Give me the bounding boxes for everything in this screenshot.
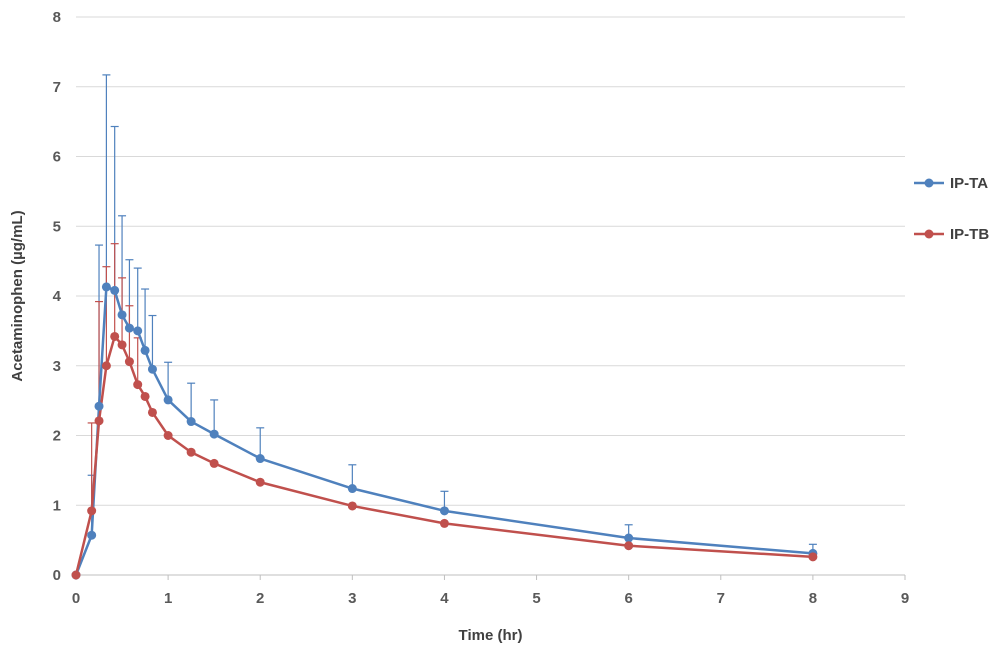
data-point (347, 501, 357, 511)
error-bars (87, 74, 817, 554)
data-point (186, 417, 196, 427)
data-point (140, 345, 150, 355)
data-point (186, 447, 196, 457)
data-point (147, 407, 157, 417)
y-tick-label: 1 (53, 497, 61, 514)
series-line-1 (74, 335, 813, 576)
data-point (110, 285, 120, 295)
gridlines (76, 16, 905, 506)
x-tick-label: 0 (72, 590, 80, 607)
y-tick-label: 2 (53, 428, 61, 445)
data-point (808, 552, 818, 562)
axes (75, 574, 906, 580)
series-line-0 (74, 285, 813, 576)
tick-labels: 0 1 2 3 4 5 6 7 8 0 1 2 3 4 5 6 7 8 9 (53, 9, 910, 607)
data-point (163, 395, 173, 405)
data-point (255, 477, 265, 487)
x-tick-label: 4 (440, 590, 449, 607)
data-point (124, 323, 134, 333)
series-lines (74, 285, 813, 576)
x-tick-label: 2 (256, 590, 264, 607)
series-points (71, 282, 818, 580)
data-point (110, 331, 120, 341)
data-point (624, 541, 634, 551)
legend-marker (924, 178, 934, 188)
legend-marker (924, 229, 934, 239)
x-tick-label: 1 (164, 590, 172, 607)
data-point (133, 380, 143, 390)
data-point (117, 340, 127, 350)
y-tick-label: 8 (53, 9, 61, 26)
data-point (71, 570, 81, 580)
data-point (439, 518, 449, 528)
data-point (209, 458, 219, 468)
x-tick-label: 5 (532, 590, 540, 607)
data-point (94, 401, 104, 411)
data-point (117, 310, 127, 320)
data-point (101, 282, 111, 292)
legend-label: IP-TB (950, 226, 989, 243)
data-point (94, 416, 104, 426)
x-tick-label: 9 (901, 590, 909, 607)
x-tick-label: 3 (348, 590, 356, 607)
y-tick-label: 5 (53, 218, 61, 235)
data-point (87, 530, 97, 540)
data-point (255, 454, 265, 464)
y-tick-label: 0 (53, 567, 61, 584)
legend-label: IP-TA (950, 175, 988, 192)
data-point (347, 484, 357, 494)
data-point (209, 429, 219, 439)
data-point (101, 361, 111, 371)
data-point (147, 364, 157, 374)
x-tick-label: 7 (717, 590, 725, 607)
data-point (140, 391, 150, 401)
data-point (439, 506, 449, 516)
y-tick-label: 3 (53, 358, 61, 375)
x-tick-label: 6 (624, 590, 632, 607)
data-point (163, 431, 173, 440)
data-point (124, 357, 134, 367)
x-tick-label: 8 (809, 590, 817, 607)
x-axis-title: Time (hr) (459, 627, 523, 644)
y-axis-title: Acetaminophen (µg/mL) (9, 210, 26, 381)
legend: IP-TA IP-TB (914, 175, 989, 243)
y-tick-label: 6 (53, 149, 61, 166)
data-point (87, 506, 97, 516)
data-point (133, 326, 143, 336)
y-tick-label: 4 (53, 288, 62, 305)
data-point (624, 533, 634, 543)
y-tick-label: 7 (53, 79, 61, 96)
